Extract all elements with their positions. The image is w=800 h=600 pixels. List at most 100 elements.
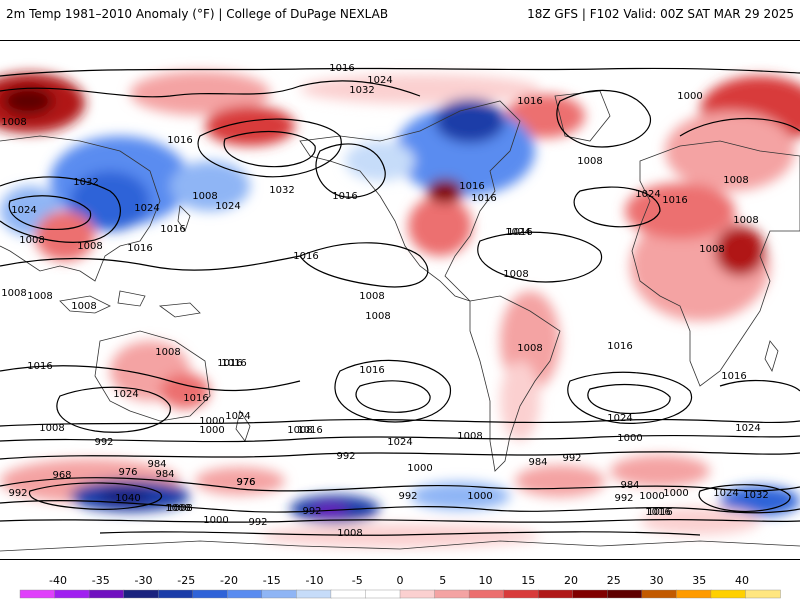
isobar-label: 1024	[735, 423, 760, 434]
isobar-line	[223, 130, 316, 168]
cold-anomaly-area	[410, 482, 510, 510]
warm-anomaly-area	[3, 87, 53, 115]
isobar-line	[477, 231, 603, 283]
legend-color-swatch	[468, 589, 505, 599]
legend-tick-label: -35	[92, 574, 110, 587]
isobar-label: 992	[8, 488, 27, 499]
legend-color-swatch	[157, 589, 194, 599]
cold-anomaly-area	[100, 488, 150, 504]
isobar-label: 968	[52, 470, 71, 481]
isobar-label: 1024	[113, 389, 138, 400]
isobar-label: 1024	[635, 189, 660, 200]
isobar-label: 1016	[647, 507, 672, 518]
legend-color-swatch	[607, 589, 643, 599]
warm-anomaly-area	[130, 71, 270, 115]
anomaly-map[interactable]: 1016 1024 1032 1000 1016 1008 1016 1032 …	[0, 40, 800, 560]
isobar-label: 1024	[713, 488, 738, 499]
legend-tick-label: 30	[650, 574, 664, 587]
isobar-label: 992	[94, 437, 113, 448]
isobar-line	[0, 365, 301, 392]
color-legend: -40 -35 -30 -25 -20 -15 -10 -5 0 5 10 15 20 25 30 35 40	[0, 560, 800, 600]
isobar-label: 1008	[77, 241, 102, 252]
isobar-label: 1016	[167, 135, 192, 146]
legend-color-swatch	[365, 589, 401, 599]
isobar-label: 1008	[359, 291, 384, 302]
warm-anomaly-area	[260, 524, 540, 548]
isobar-label: 1024	[134, 203, 159, 214]
isobar-label: 1008	[27, 291, 52, 302]
greenland-coastline	[554, 90, 611, 142]
legend-color-swatch	[88, 589, 125, 599]
legend-color-swatch	[192, 589, 228, 599]
isobar-line	[0, 176, 121, 243]
legend-tick-label: -20	[220, 574, 238, 587]
isobar-label: 1008	[165, 503, 190, 514]
isobar-label: 1008	[517, 343, 542, 354]
isobar-label: 984	[147, 459, 166, 470]
isobar-label: 1008	[287, 425, 312, 436]
isobar-label: 992	[398, 491, 417, 502]
isobar-line	[0, 477, 800, 492]
isobar-label: 1000	[663, 488, 688, 499]
coastlines	[0, 90, 800, 552]
isobar-label: 1032	[269, 185, 294, 196]
legend-color-swatch	[296, 589, 332, 599]
legend-color-swatch	[399, 589, 436, 599]
map-canvas: 1016 1024 1032 1000 1016 1008 1016 1032 …	[0, 63, 800, 552]
isobar-label: 992	[336, 451, 355, 462]
warm-anomaly-area	[35, 211, 95, 261]
warm-anomaly-area	[665, 111, 795, 191]
isobar-label: 1016	[27, 361, 52, 372]
warm-anomaly-area	[505, 94, 585, 138]
isobar-label: 984	[528, 457, 547, 468]
isobar-line	[355, 380, 431, 413]
legend-tick-label: -25	[177, 574, 195, 587]
legend-color-swatch	[123, 589, 159, 599]
isobar-label: 1016	[297, 425, 322, 436]
isobar-labels: 1016 1024 1032 1000 1016 1008 1016 1032 …	[1, 63, 768, 539]
legend-color-swatch	[537, 589, 574, 599]
isobar-line	[197, 118, 342, 178]
isobar-label: 976	[236, 477, 255, 488]
isobar-label: 1008	[192, 191, 217, 202]
legend-tick-label: 0	[397, 574, 404, 587]
isobar-label: 1008	[733, 215, 758, 226]
isobar-line	[679, 117, 800, 137]
isobar-line	[587, 384, 671, 414]
isobar-line	[573, 186, 661, 228]
legend-tick-label: -40	[49, 574, 67, 587]
isobar-label: 1000	[407, 463, 432, 474]
legend-color-swatch	[330, 589, 367, 599]
anomaly-shading	[0, 71, 800, 548]
warm-anomaly-area	[300, 74, 540, 104]
isobar-label: 1016	[507, 227, 532, 238]
legend-tick-label: 5	[439, 574, 446, 587]
legend-tick-label: 40	[735, 574, 749, 587]
legend-color-swatch	[641, 589, 678, 599]
cold-anomaly-area	[170, 161, 250, 211]
isobar-label: 992	[614, 493, 633, 504]
north-america-coastline	[299, 100, 521, 302]
warm-anomaly-area	[195, 467, 285, 495]
isobar-label: 1008	[337, 528, 362, 539]
isobar-label: 1024	[225, 411, 250, 422]
isobar-label: 1024	[607, 413, 632, 424]
isobar-label: 1016	[160, 224, 185, 235]
isobar-label: 976	[236, 477, 255, 488]
isobar-line	[0, 518, 800, 523]
isobar-label: 1016	[459, 181, 484, 192]
isobar-label: 1008	[19, 235, 44, 246]
isobar-label: 1016	[221, 358, 246, 369]
isobar-label: 1032	[73, 177, 98, 188]
isobar-label: 1024	[367, 75, 392, 86]
warm-anomaly-area	[500, 361, 540, 441]
isobar-line	[0, 434, 800, 443]
isobar-label: 1000	[203, 515, 228, 526]
isobar-label: 1000	[199, 416, 224, 427]
cold-anomaly-area	[345, 141, 415, 181]
isobar-label: 1016	[662, 195, 687, 206]
isobar-label: 1024	[11, 205, 36, 216]
legend-color-swatch	[54, 589, 90, 599]
isobar-label: 1000	[199, 425, 224, 436]
isobar-line	[315, 143, 386, 198]
